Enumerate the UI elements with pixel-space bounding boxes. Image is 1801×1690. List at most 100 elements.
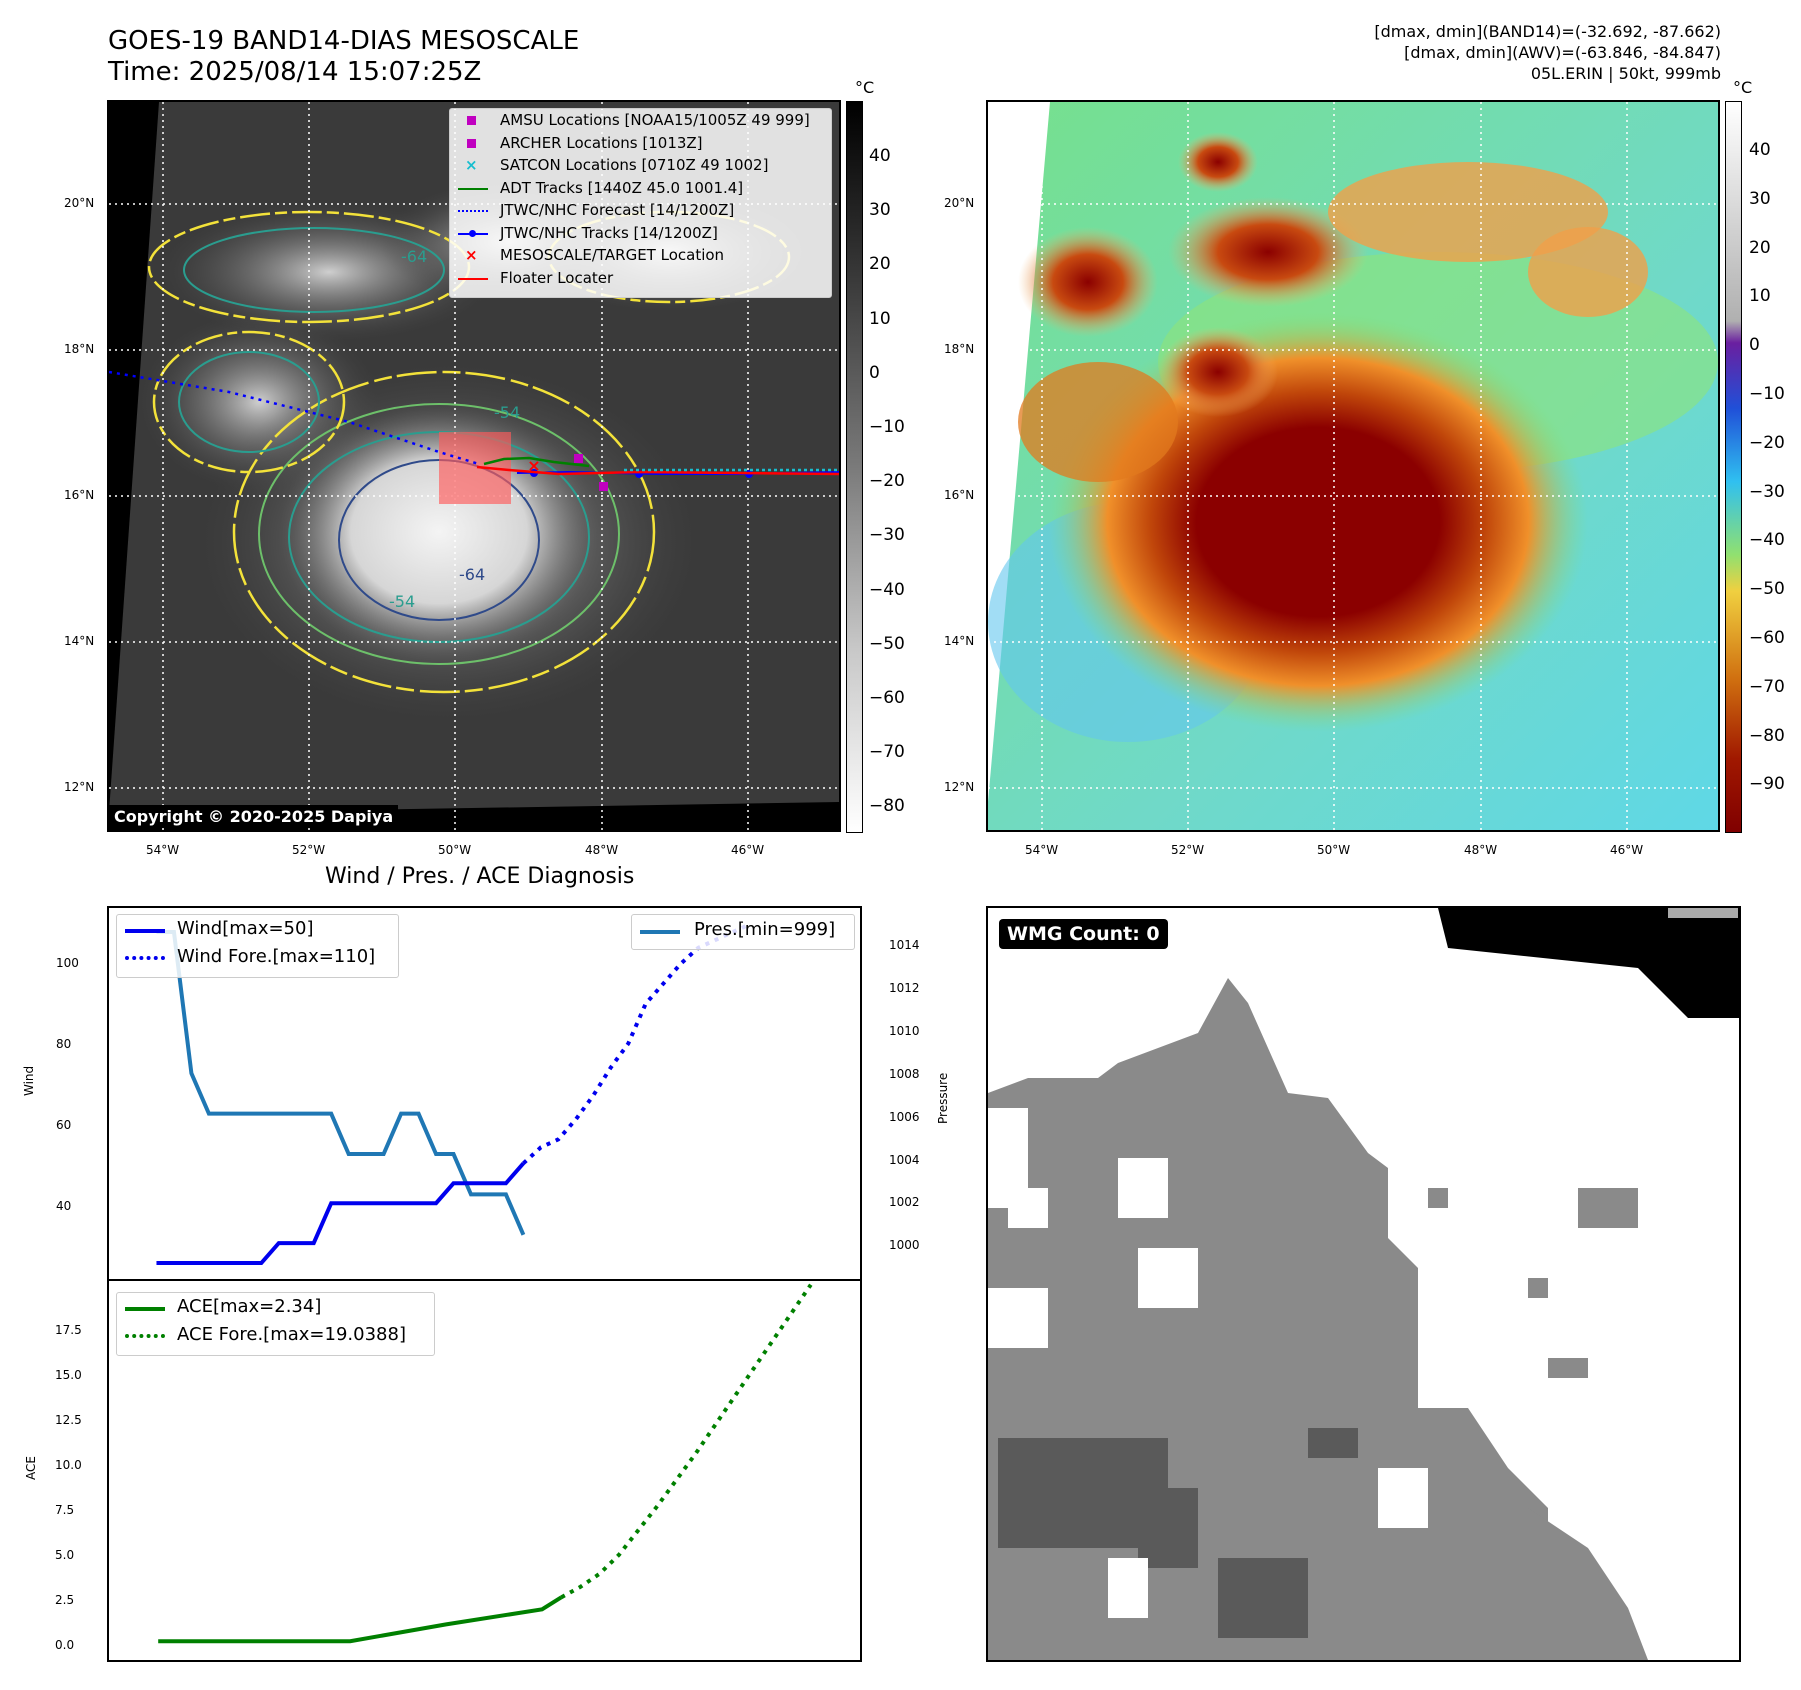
legend-pres: Pres.[min=999]: [694, 919, 836, 940]
floater-locater: [476, 465, 839, 476]
ace-axis-label: ACE: [24, 1456, 38, 1480]
lat-label: 20°N: [64, 196, 95, 210]
legend-marker: [125, 1334, 165, 1338]
legend-marker: [458, 187, 488, 190]
legend-marker: [458, 210, 488, 212]
info-band14-range: [dmax, dmin](BAND14)=(-32.692, -87.662): [1374, 22, 1721, 41]
lon-label: 48°W: [1464, 843, 1498, 857]
colorbar-tick: 30: [1749, 188, 1771, 209]
copyright-badge: Copyright © 2020-2025 Dapiya: [109, 805, 399, 828]
lat-label: 20°N: [944, 196, 975, 210]
lon-label: 52°W: [1171, 843, 1205, 857]
colorbar-tick: 0: [1749, 335, 1760, 356]
colorbar-tick: −70: [869, 742, 905, 763]
ace-tick-label: 7.5: [55, 1503, 75, 1517]
colorbar-tick: −40: [1749, 530, 1785, 551]
legend-item-archer: ARCHER Locations [1013Z]: [450, 132, 831, 155]
colorbar-tick: −40: [869, 579, 905, 600]
ace-tick-label: 2.5: [55, 1593, 75, 1607]
colorbar-tick: 0: [869, 362, 880, 383]
legend-marker: ×: [465, 246, 478, 264]
wind-tick-label: 60: [56, 1118, 72, 1132]
pressure-tick-label: 1010: [889, 1023, 920, 1038]
legend-marker: [125, 929, 165, 933]
lon-label: 52°W: [292, 843, 326, 857]
map-legend: AMSU Locations [NOAA15/1005Z 49 999] ARC…: [449, 108, 832, 298]
lat-label: 18°N: [64, 342, 95, 356]
wind-forecast-series-line: [522, 922, 752, 1165]
pressure-tick-label: 1002: [889, 1195, 920, 1210]
colorbar-tick: −60: [869, 688, 905, 708]
contour-label: -54: [494, 403, 520, 422]
legend-wind: Wind[max=50]: [177, 918, 314, 939]
legend-item-amsu: AMSU Locations [NOAA15/1005Z 49 999]: [450, 109, 831, 132]
wind-series-line: [156, 1161, 525, 1266]
colorbar-tick: −60: [1749, 628, 1785, 648]
legend-marker: [467, 116, 476, 125]
figure-time: Time: 2025/08/14 15:07:25Z: [108, 57, 482, 87]
map-gridlines: [988, 102, 1718, 830]
legend-marker: [458, 277, 488, 280]
wmg-panel: WMG Count: 0: [986, 906, 1741, 1662]
pressure-tick-label: 1000: [889, 1238, 920, 1253]
ace-canvas: [158, 1283, 813, 1644]
pressure-tick-label: 1004: [889, 1152, 920, 1167]
colorbar-unit: °C: [855, 78, 875, 97]
lon-label: 46°W: [1610, 843, 1644, 857]
colorbar-tick: 20: [869, 254, 891, 275]
colorbar-tick: 20: [1749, 237, 1771, 258]
colorbar-tick: −30: [869, 525, 905, 546]
colorbar-tick: −90: [1749, 774, 1785, 795]
legend-ace: ACE[max=2.34]: [177, 1296, 322, 1317]
pressure-series-line: [156, 930, 526, 1236]
ace-tick-label: 17.5: [55, 1323, 82, 1337]
colorbar-tick: −50: [1749, 579, 1785, 600]
legend-marker: ×: [465, 156, 478, 174]
grayscale-colorbar: [846, 101, 863, 833]
pressure-tick-label: 1012: [889, 980, 920, 995]
colorbar-tick: −50: [869, 633, 905, 654]
ace-plot: [107, 1279, 862, 1662]
pressure-tick-label: 1008: [889, 1066, 920, 1081]
ace-tick-label: 10.0: [55, 1458, 82, 1472]
contour-label: -64: [459, 565, 485, 584]
wind-legend: Wind[max=50] Wind Fore.[max=110]: [116, 914, 399, 978]
lon-label: 54°W: [146, 843, 180, 857]
legend-item-satcon: × SATCON Locations [0710Z 49 1002]: [450, 154, 831, 177]
wind-pressure-canvas: [156, 922, 752, 1266]
ace-tick-label: 15.0: [55, 1368, 82, 1382]
wmg-canvas: [988, 908, 1739, 1660]
wind-tick-label: 40: [56, 1199, 72, 1213]
color-map-canvas: [988, 102, 1718, 830]
info-storm: 05L.ERIN | 50kt, 999mb: [1530, 64, 1721, 83]
colorbar-tick: 40: [869, 146, 891, 166]
adt-track: [483, 456, 590, 468]
figure-title: GOES-19 BAND14-DIAS MESOSCALE: [108, 26, 580, 56]
mesoscale-marker: ×: [527, 456, 540, 475]
legend-item-forecast: JTWC/NHC Forecast [14/1200Z]: [450, 199, 831, 222]
ace-tick-label: 5.0: [55, 1548, 75, 1562]
colorbar-tick: −10: [1749, 384, 1785, 404]
pressure-tick-label: 1006: [889, 1109, 920, 1124]
forecast-track: [109, 370, 480, 466]
wind-tick-label: 100: [56, 956, 79, 970]
lon-label: 50°W: [1317, 843, 1351, 857]
legend-ace-fore: ACE Fore.[max=19.0388]: [177, 1324, 406, 1345]
amsu-marker: [574, 454, 583, 463]
pressure-axis-label: Pressure: [936, 1072, 950, 1124]
colorbar-tick: −30: [1749, 481, 1785, 502]
off-disk-area: [109, 102, 159, 812]
colorbar-tick: −80: [1749, 725, 1785, 746]
lat-label: 12°N: [64, 780, 95, 794]
ace-forecast-series-line: [560, 1283, 813, 1600]
lat-label: 14°N: [944, 634, 975, 648]
legend-item-adt: ADT Tracks [1440Z 45.0 1001.4]: [450, 177, 831, 200]
colorbar-tick: 40: [1749, 140, 1771, 160]
colorbar-tick: 10: [869, 308, 891, 329]
wind-axis-label: Wind: [22, 1065, 36, 1096]
ir-color-map: [986, 100, 1720, 832]
colorbar-tick: −80: [869, 796, 905, 817]
lon-label: 54°W: [1025, 843, 1059, 857]
legend-item-nhc-tracks: JTWC/NHC Tracks [14/1200Z]: [450, 222, 831, 245]
lat-label: 14°N: [64, 634, 95, 648]
